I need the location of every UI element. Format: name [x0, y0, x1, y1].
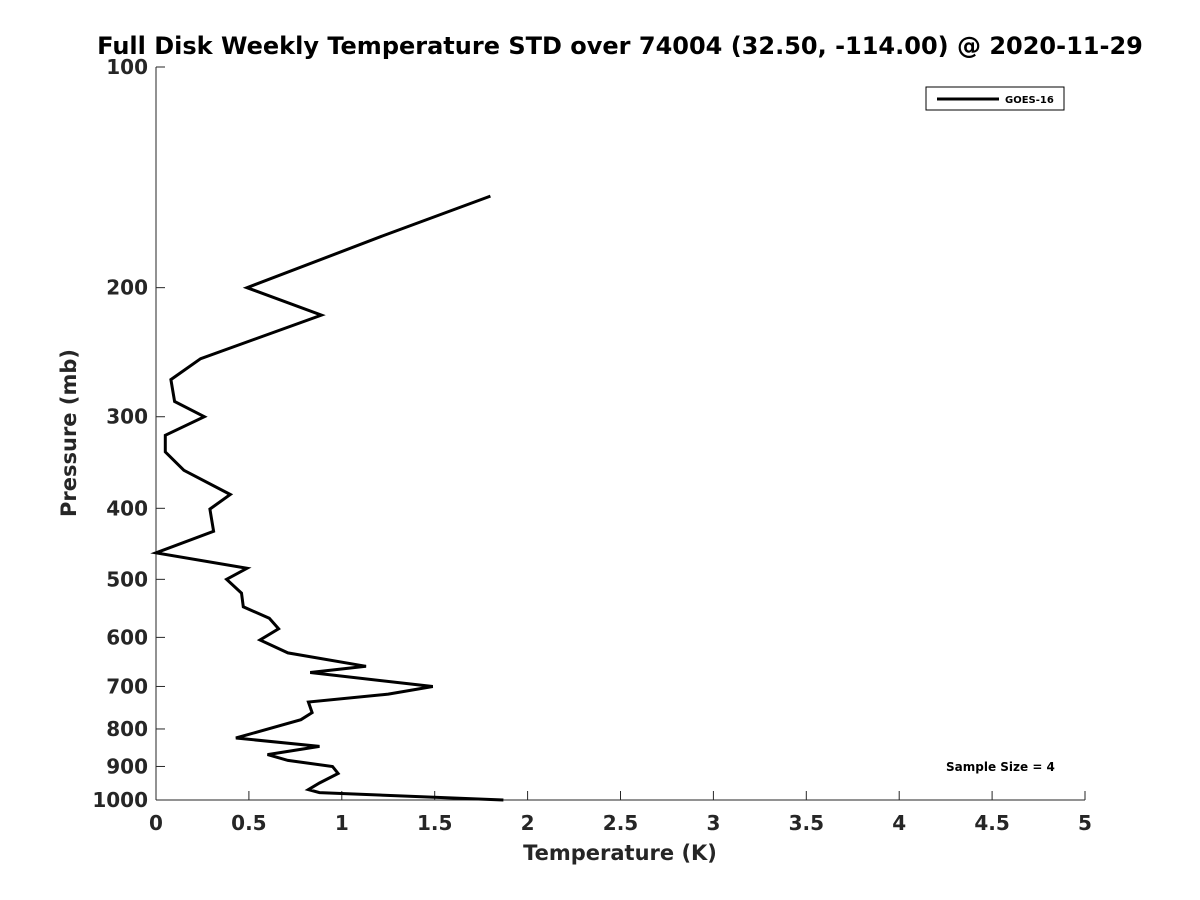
x-tick-label: 1 — [335, 811, 349, 835]
x-tick-label: 2.5 — [603, 811, 638, 835]
x-tick-label: 1.5 — [417, 811, 452, 835]
x-tick-label: 3.5 — [789, 811, 824, 835]
y-tick-label: 600 — [106, 625, 148, 649]
series-line-goes16 — [150, 194, 504, 802]
x-tick-label: 0.5 — [231, 811, 266, 835]
y-tick-label: 1000 — [92, 788, 148, 812]
x-tick-label: 3 — [706, 811, 720, 835]
y-tick-label: 200 — [106, 276, 148, 300]
series-layer — [150, 194, 504, 802]
y-tick-label: 500 — [106, 567, 148, 591]
y-tick-label: 100 — [106, 55, 148, 79]
y-tick-label: 800 — [106, 717, 148, 741]
sample-size-annotation: Sample Size = 4 — [946, 760, 1055, 774]
x-axis-ticks: 0 0.5 1 1.5 2 2.5 3 3.5 4 4.5 5 — [149, 791, 1092, 835]
plot-background — [156, 67, 1085, 800]
legend: GOES-16 — [925, 86, 1065, 111]
x-axis-label: Temperature (K) — [523, 841, 717, 865]
y-tick-label: 700 — [106, 674, 148, 698]
y-axis-ticks: 100 200 300 400 500 600 700 800 900 1000 — [92, 55, 165, 812]
y-tick-label: 900 — [106, 754, 148, 778]
x-tick-label: 5 — [1078, 811, 1092, 835]
x-tick-label: 0 — [149, 811, 163, 835]
x-tick-label: 2 — [521, 811, 535, 835]
x-tick-label: 4.5 — [974, 811, 1009, 835]
y-tick-label: 400 — [106, 496, 148, 520]
legend-label-goes16: GOES-16 — [1005, 95, 1054, 106]
x-tick-label: 4 — [892, 811, 906, 835]
y-axis-label: Pressure (mb) — [57, 349, 81, 517]
y-tick-label: 300 — [106, 405, 148, 429]
chart-title: Full Disk Weekly Temperature STD over 74… — [97, 32, 1143, 60]
